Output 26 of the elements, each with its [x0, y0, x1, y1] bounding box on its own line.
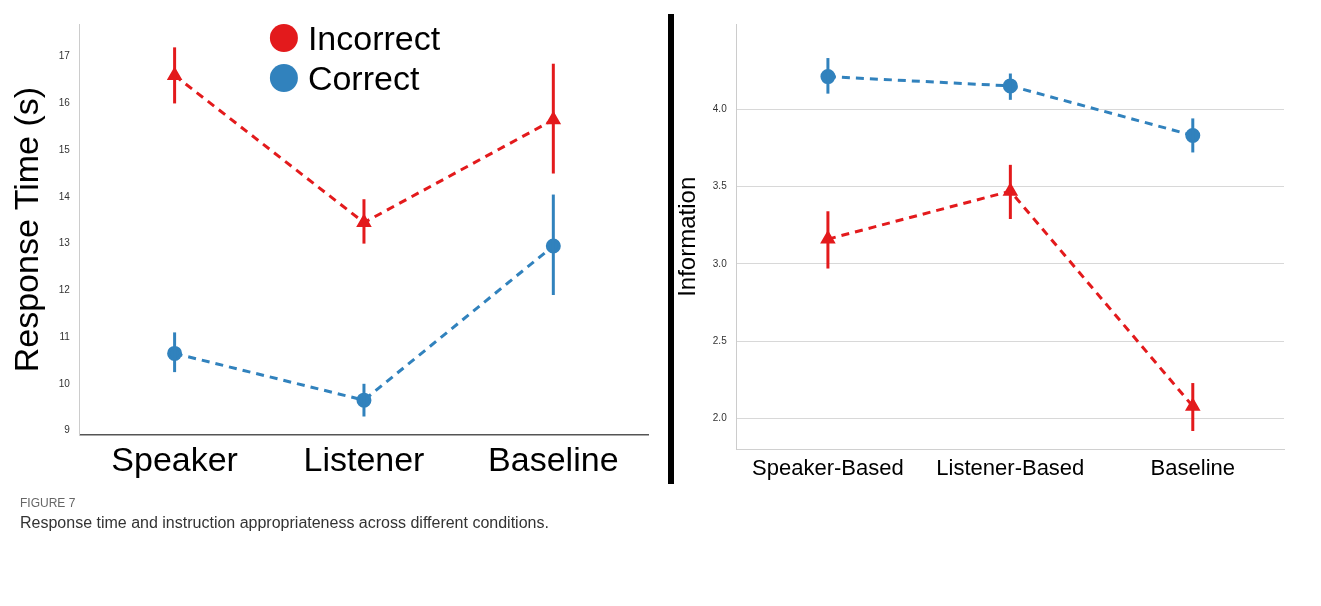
x-tick-label: Listener-Based: [936, 454, 1085, 480]
x-tick-label: Speaker-Based: [752, 454, 904, 480]
text: Response time and instruction appropriateness across different conditions.: [20, 514, 550, 532]
y-tick-label: 11: [59, 330, 71, 342]
y-axis-title: Response Time (s): [6, 86, 45, 373]
y-tick-label: 17: [58, 50, 71, 62]
y-tick-label: 2.5: [712, 335, 728, 347]
caption: FIGURE 7: [20, 496, 77, 510]
y-tick-label: 15: [58, 143, 71, 155]
y-tick-label: 16: [58, 97, 71, 109]
y-tick-label: 2.0: [712, 412, 728, 424]
x-tick-label: Baseline: [488, 439, 619, 478]
x-tick-label: Baseline: [1150, 454, 1235, 480]
y-tick-label: 10: [58, 377, 71, 389]
y-tick-label: 13: [58, 237, 71, 249]
x-tick-label: Speaker: [111, 439, 238, 478]
y-tick-label: 12: [58, 284, 71, 296]
x-tick-label: Listener: [303, 439, 425, 478]
y-axis-title: Information: [673, 176, 701, 297]
y-tick-label: 4.0: [712, 102, 728, 114]
y-tick-label: 9: [64, 424, 71, 436]
y-tick-label: 3.5: [712, 180, 728, 192]
legend-label: Correct: [307, 58, 420, 98]
y-tick-label: 3.0: [712, 257, 728, 269]
y-tick-label: 14: [58, 190, 71, 202]
legend-label: Incorrect: [307, 18, 441, 58]
